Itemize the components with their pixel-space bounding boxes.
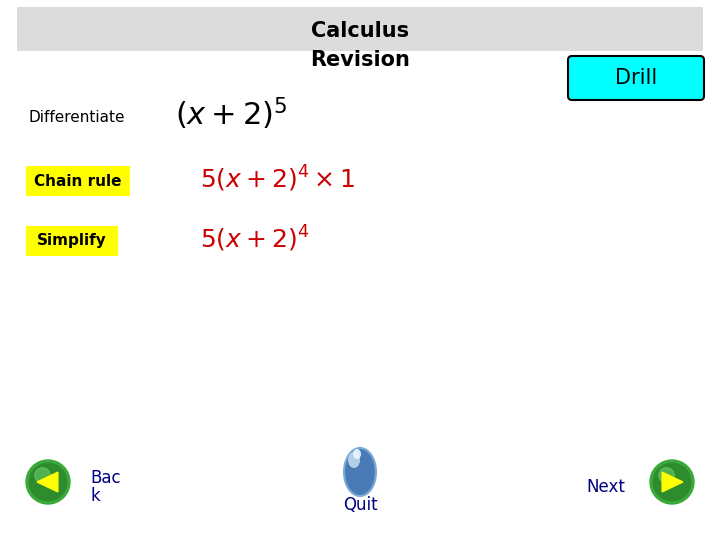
Polygon shape: [662, 472, 683, 492]
Text: $5(x+2)^4 \times 1$: $5(x+2)^4 \times 1$: [200, 164, 355, 194]
FancyBboxPatch shape: [17, 7, 703, 51]
Circle shape: [650, 460, 694, 504]
Text: Calculus: Calculus: [311, 21, 409, 41]
FancyBboxPatch shape: [26, 226, 118, 256]
Text: Quit: Quit: [343, 496, 377, 514]
Text: Differentiate: Differentiate: [28, 111, 125, 125]
FancyBboxPatch shape: [26, 166, 130, 196]
Circle shape: [26, 460, 70, 504]
Text: Next: Next: [586, 478, 625, 496]
Ellipse shape: [344, 448, 376, 496]
Text: $5(x+2)^4$: $5(x+2)^4$: [200, 224, 309, 254]
Text: Chain rule: Chain rule: [35, 173, 122, 188]
Text: Drill: Drill: [615, 68, 657, 88]
Text: k: k: [90, 487, 100, 505]
Text: Revision: Revision: [310, 50, 410, 70]
Ellipse shape: [353, 449, 361, 459]
Polygon shape: [37, 472, 58, 492]
Text: $(x+2)^5$: $(x+2)^5$: [175, 96, 288, 132]
Circle shape: [35, 468, 50, 483]
Text: Simplify: Simplify: [37, 233, 107, 248]
Circle shape: [659, 468, 674, 483]
Ellipse shape: [348, 452, 360, 468]
Circle shape: [653, 463, 690, 501]
Circle shape: [30, 463, 67, 501]
FancyBboxPatch shape: [568, 56, 704, 100]
Text: Bac: Bac: [90, 469, 121, 487]
